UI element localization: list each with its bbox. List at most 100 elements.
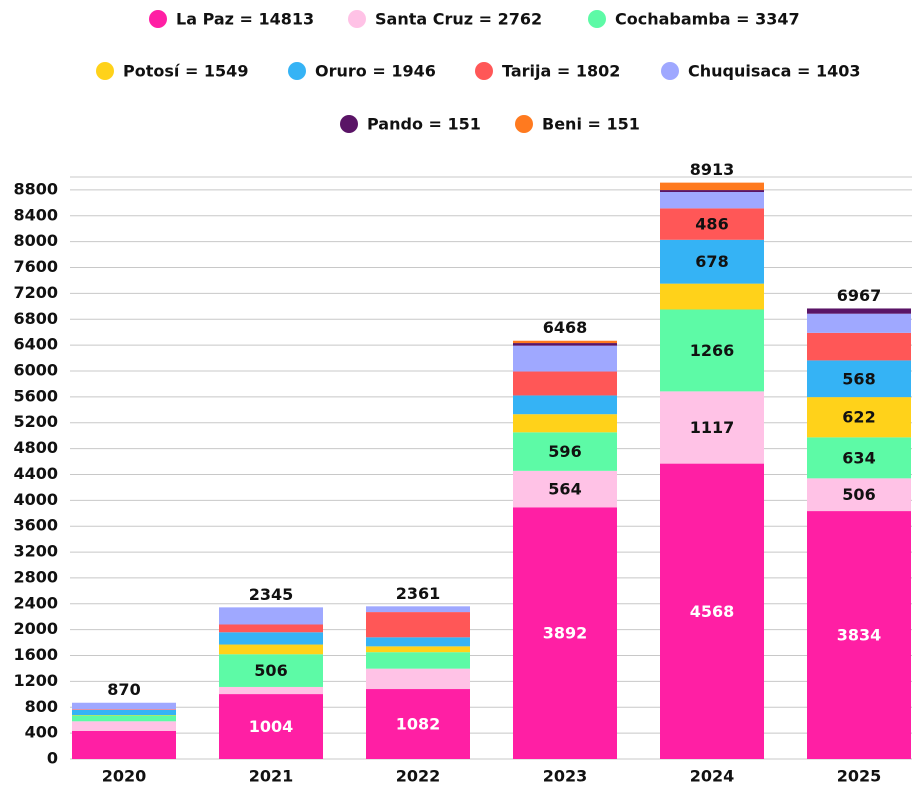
bar-segment [219, 632, 323, 645]
legend-label: Potosí = 1549 [123, 62, 248, 81]
total-label: 2361 [396, 584, 441, 603]
y-tick-label: 4400 [13, 464, 58, 483]
bar-segment [807, 308, 911, 314]
y-tick-label: 7600 [13, 257, 58, 276]
bar-segment [513, 340, 617, 344]
bar-segment [660, 283, 764, 310]
bar-segment [807, 313, 911, 333]
y-tick-label: 6800 [13, 309, 58, 328]
bar-segment [72, 709, 176, 716]
bar-segment [660, 192, 764, 209]
bar-segment [807, 332, 911, 361]
y-tick-label: 8000 [13, 231, 58, 250]
bar-segment [660, 208, 764, 240]
bar-segment [513, 432, 617, 471]
data-label: 634 [842, 448, 875, 467]
y-tick-label: 0 [47, 749, 58, 768]
bar-segment [72, 715, 176, 722]
bar-segment [219, 654, 323, 687]
data-label: 622 [842, 408, 875, 427]
bar-segment [72, 721, 176, 731]
legend-swatch [661, 62, 679, 80]
y-tick-label: 7200 [13, 283, 58, 302]
legend-label: Tarija = 1802 [502, 62, 620, 81]
bar-segment [807, 397, 911, 438]
legend-label: Cochabamba = 3347 [615, 10, 800, 29]
y-tick-label: 5200 [13, 412, 58, 431]
x-tick-label: 2023 [543, 767, 588, 786]
bar-segment [366, 646, 470, 653]
legend-label: Beni = 151 [542, 115, 640, 134]
legend-swatch [288, 62, 306, 80]
data-label: 596 [548, 442, 581, 461]
legend-swatch [515, 115, 533, 133]
data-label: 3834 [837, 626, 882, 645]
bar-segment [513, 470, 617, 508]
bar-segment [219, 686, 323, 695]
y-tick-label: 3200 [13, 542, 58, 561]
bar-segment [660, 391, 764, 464]
bar-segment [366, 606, 470, 613]
x-tick-label: 2024 [690, 767, 735, 786]
bar-segment [660, 463, 764, 759]
legend-swatch [588, 10, 606, 28]
legend-swatch [348, 10, 366, 28]
data-label: 564 [548, 480, 581, 499]
data-label: 678 [695, 252, 728, 271]
y-tick-label: 3600 [13, 516, 58, 535]
total-label: 2345 [249, 585, 294, 604]
data-label: 1266 [690, 341, 735, 360]
data-label: 4568 [690, 602, 735, 621]
bar-segment [219, 624, 323, 633]
data-label: 486 [695, 215, 728, 234]
legend-label: La Paz = 14813 [176, 10, 314, 29]
x-tick-label: 2022 [396, 767, 441, 786]
x-tick-label: 2020 [102, 767, 147, 786]
bar-segment [513, 345, 617, 372]
bar-segment [513, 395, 617, 415]
legend-swatch [475, 62, 493, 80]
bar-segment [366, 668, 470, 690]
y-tick-label: 1600 [13, 645, 58, 664]
y-tick-label: 4800 [13, 438, 58, 457]
legend-swatch [96, 62, 114, 80]
legend-label: Chuquisaca = 1403 [688, 62, 861, 81]
total-label: 8913 [690, 160, 735, 179]
y-tick-label: 8800 [13, 179, 58, 198]
data-label: 1004 [249, 717, 294, 736]
y-tick-label: 800 [25, 697, 58, 716]
x-tick-label: 2021 [249, 767, 294, 786]
total-label: 6967 [837, 286, 882, 305]
y-tick-label: 2400 [13, 593, 58, 612]
y-tick-label: 400 [25, 723, 58, 742]
legend-label: Santa Cruz = 2762 [375, 10, 542, 29]
total-label: 870 [107, 680, 140, 699]
y-tick-label: 8400 [13, 205, 58, 224]
total-label: 6468 [543, 318, 588, 337]
legend-swatch [340, 115, 358, 133]
bar-segment [366, 652, 470, 669]
y-tick-label: 4000 [13, 490, 58, 509]
bar-segment [72, 702, 176, 710]
legend-swatch [149, 10, 167, 28]
y-tick-label: 2800 [13, 567, 58, 586]
x-tick-label: 2025 [837, 767, 882, 786]
bar-segment [807, 360, 911, 398]
legend-label: Pando = 151 [367, 115, 481, 134]
bar-segment [219, 694, 323, 759]
bar-segment [72, 730, 176, 759]
bar-segment [219, 607, 323, 625]
y-tick-label: 6000 [13, 361, 58, 380]
legend-label: Oruro = 1946 [315, 62, 436, 81]
bar-segment [72, 709, 176, 710]
data-label: 506 [842, 485, 875, 504]
bar-segment [660, 182, 764, 191]
y-tick-label: 6400 [13, 335, 58, 354]
bar-segment [807, 511, 911, 759]
bar-segment [807, 437, 911, 479]
bar-segment [660, 190, 764, 193]
bar-segment [366, 612, 470, 638]
y-tick-label: 2000 [13, 619, 58, 638]
bar-segment [366, 637, 470, 647]
bar-segment [513, 371, 617, 396]
